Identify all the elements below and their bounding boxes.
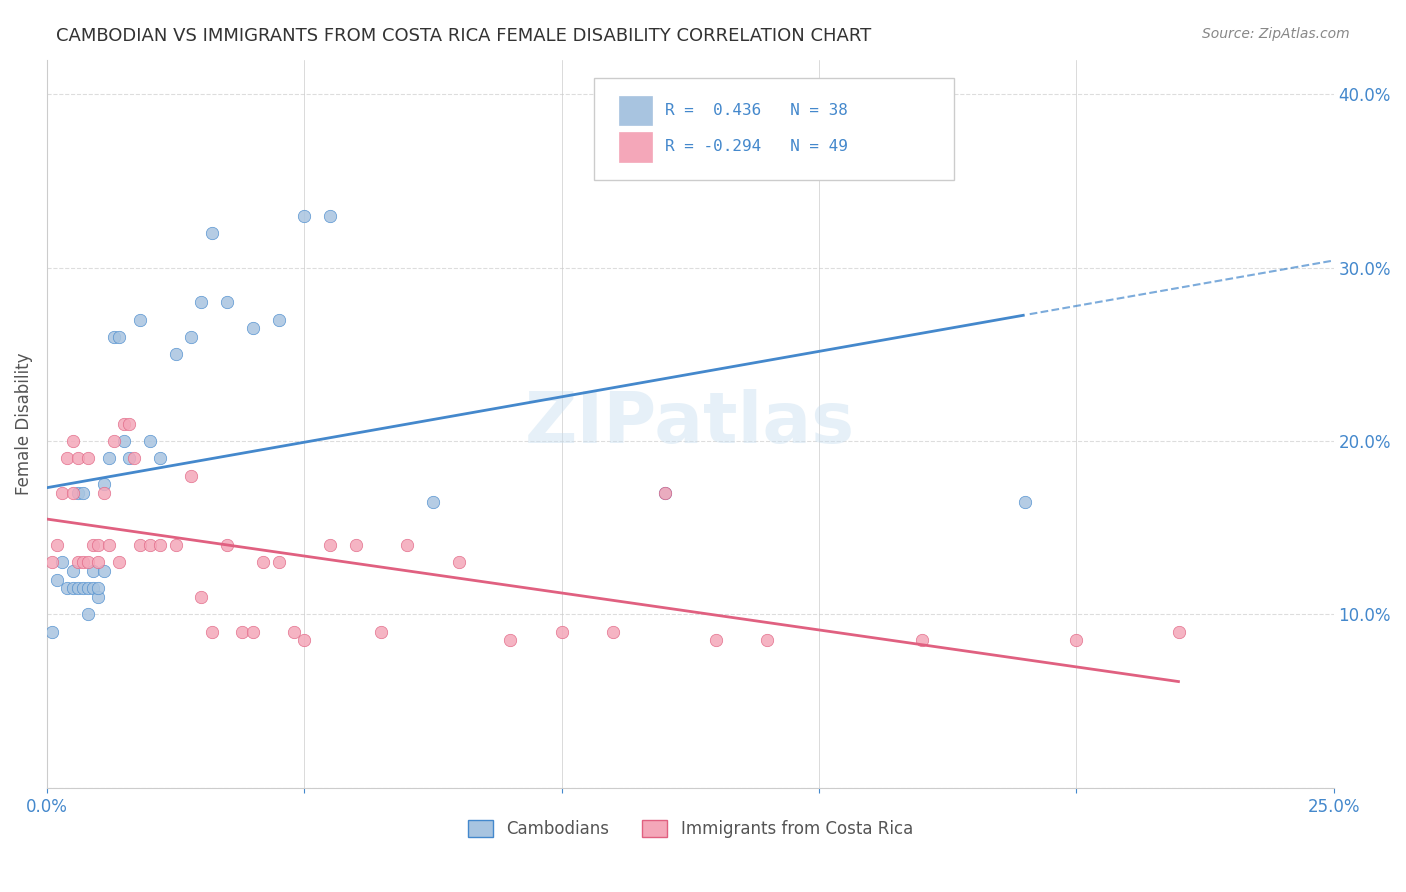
Point <box>319 538 342 552</box>
Point <box>215 295 238 310</box>
Point <box>128 538 150 552</box>
Point <box>77 556 100 570</box>
Point <box>62 582 84 596</box>
Point <box>56 451 79 466</box>
Point <box>319 209 342 223</box>
Point <box>242 321 264 335</box>
Point <box>200 226 222 240</box>
Point <box>149 451 172 466</box>
Point <box>72 486 94 500</box>
Point <box>41 556 63 570</box>
Point <box>128 312 150 326</box>
Point <box>72 582 94 596</box>
Point <box>46 538 69 552</box>
Point <box>756 633 779 648</box>
Point <box>499 633 522 648</box>
Point <box>77 607 100 622</box>
Point <box>46 573 69 587</box>
Point <box>292 209 315 223</box>
Point <box>97 538 120 552</box>
Point <box>422 494 444 508</box>
Point <box>87 590 110 604</box>
Text: ZIPatlas: ZIPatlas <box>526 389 855 458</box>
Point <box>283 624 305 639</box>
Point <box>87 582 110 596</box>
Point <box>190 295 212 310</box>
Point <box>704 633 727 648</box>
Text: R = -0.294   N = 49: R = -0.294 N = 49 <box>665 139 848 154</box>
Point <box>82 582 104 596</box>
Point <box>242 624 264 639</box>
Point <box>215 538 238 552</box>
Point <box>180 468 202 483</box>
Point <box>252 556 274 570</box>
Point <box>112 417 135 431</box>
Point <box>149 538 172 552</box>
Legend: Cambodians, Immigrants from Costa Rica: Cambodians, Immigrants from Costa Rica <box>461 814 920 845</box>
Point <box>77 582 100 596</box>
Point <box>82 538 104 552</box>
Point <box>1014 494 1036 508</box>
Point <box>165 347 187 361</box>
Point <box>51 556 73 570</box>
Point <box>396 538 419 552</box>
Point <box>93 564 115 578</box>
Point <box>62 486 84 500</box>
Point <box>447 556 470 570</box>
Point <box>267 312 290 326</box>
Point <box>180 330 202 344</box>
Point <box>103 330 125 344</box>
Point <box>62 434 84 448</box>
Point <box>51 486 73 500</box>
Bar <box>620 132 651 161</box>
Point <box>66 451 89 466</box>
Point <box>602 624 624 639</box>
Point <box>108 330 131 344</box>
Point <box>118 451 141 466</box>
Text: Source: ZipAtlas.com: Source: ZipAtlas.com <box>1202 27 1350 41</box>
Point <box>165 538 187 552</box>
Text: CAMBODIAN VS IMMIGRANTS FROM COSTA RICA FEMALE DISABILITY CORRELATION CHART: CAMBODIAN VS IMMIGRANTS FROM COSTA RICA … <box>56 27 872 45</box>
Point <box>112 434 135 448</box>
Point <box>82 564 104 578</box>
Point <box>87 556 110 570</box>
Point <box>103 434 125 448</box>
Point <box>97 451 120 466</box>
Point <box>654 486 676 500</box>
Point <box>108 556 131 570</box>
Point <box>93 477 115 491</box>
Point <box>66 556 89 570</box>
Point <box>66 582 89 596</box>
Point <box>139 538 162 552</box>
Point <box>139 434 162 448</box>
Point <box>118 417 141 431</box>
Point <box>56 582 79 596</box>
Bar <box>620 96 651 125</box>
Point <box>124 451 146 466</box>
Point <box>344 538 367 552</box>
Point <box>1064 633 1087 648</box>
Point <box>93 486 115 500</box>
Y-axis label: Female Disability: Female Disability <box>15 352 32 495</box>
Point <box>231 624 253 639</box>
Point <box>654 486 676 500</box>
FancyBboxPatch shape <box>593 78 955 180</box>
Point <box>200 624 222 639</box>
Point <box>267 556 290 570</box>
Text: R =  0.436   N = 38: R = 0.436 N = 38 <box>665 103 848 118</box>
Point <box>62 564 84 578</box>
Point <box>66 486 89 500</box>
Point <box>370 624 392 639</box>
Point <box>911 633 934 648</box>
Point <box>190 590 212 604</box>
Point <box>550 624 572 639</box>
Point <box>77 451 100 466</box>
Point <box>72 556 94 570</box>
Point <box>87 538 110 552</box>
Point <box>1168 624 1191 639</box>
Point <box>41 624 63 639</box>
Point <box>292 633 315 648</box>
